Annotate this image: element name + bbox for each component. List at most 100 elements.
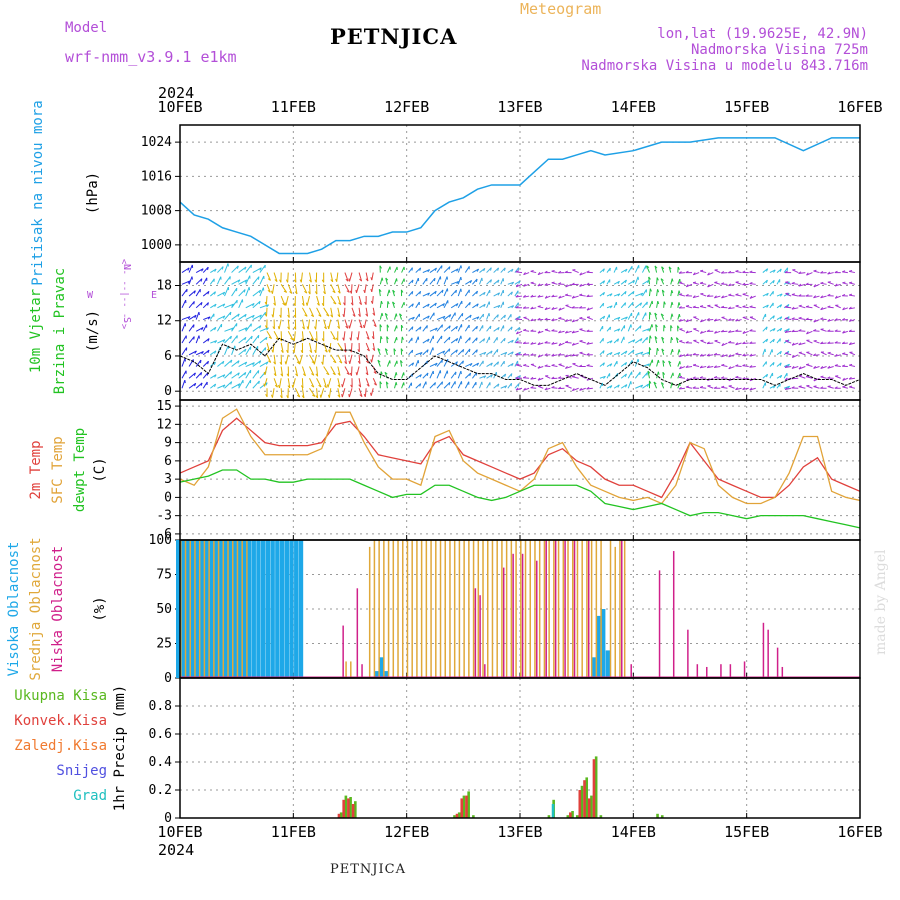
y-tick-label: 75 bbox=[156, 568, 172, 583]
y-tick-label: 0 bbox=[164, 490, 172, 505]
wind-arrow bbox=[500, 337, 506, 344]
wind-arrow bbox=[231, 383, 241, 389]
wind-arrow bbox=[500, 278, 504, 285]
wind-arrow-head bbox=[663, 324, 666, 329]
wind-arrow bbox=[472, 325, 478, 332]
wind-arrow bbox=[634, 325, 642, 332]
wind-arrow-head bbox=[379, 324, 383, 328]
wind-arrow bbox=[224, 286, 229, 297]
wind-arrow bbox=[231, 299, 238, 309]
wind-arrow-head bbox=[609, 305, 613, 309]
wind-arrow bbox=[627, 349, 635, 356]
x-day-label-bottom: 12FEB bbox=[384, 823, 429, 841]
wind-arrow-head bbox=[515, 376, 519, 379]
wind-arrow-head bbox=[221, 266, 224, 270]
precip-total-bar bbox=[472, 815, 475, 818]
wind-arrow-head bbox=[511, 339, 514, 343]
wind-arrow-head bbox=[537, 377, 541, 381]
wind-arrow-head bbox=[497, 383, 500, 387]
wind-arrow bbox=[217, 291, 225, 297]
wind-arrow-head bbox=[476, 303, 479, 307]
wind-arrow-head bbox=[287, 314, 290, 318]
wind-arrow-head bbox=[558, 342, 562, 346]
station-title: PETNJICA bbox=[330, 24, 458, 49]
wind-arrow bbox=[429, 312, 435, 320]
wind-arrow bbox=[386, 266, 391, 273]
wind-arrow bbox=[337, 366, 341, 376]
wind-arrow-head bbox=[395, 382, 398, 386]
wind-arrow-head bbox=[749, 353, 753, 357]
precip-conv-bar bbox=[569, 812, 572, 818]
wind-arrow bbox=[465, 362, 473, 367]
wind-arrow-head bbox=[401, 336, 404, 340]
cloud-high-bar bbox=[591, 657, 596, 678]
wind-arrow-head bbox=[842, 281, 846, 284]
wind-arrow-head bbox=[834, 318, 838, 321]
wind-arrow-head bbox=[617, 293, 621, 297]
wind-arrow-head bbox=[250, 335, 253, 340]
wind-arrow-head bbox=[798, 304, 802, 307]
wind-arrow-head bbox=[515, 270, 519, 273]
wind-arrow-head bbox=[624, 362, 628, 366]
wind-arrow bbox=[479, 291, 486, 297]
wind-arrow-head bbox=[314, 291, 318, 295]
wind-arrow bbox=[571, 376, 579, 379]
wind-arrow bbox=[309, 387, 316, 397]
wind-arrow bbox=[450, 280, 459, 285]
wind-arrow-head bbox=[258, 360, 262, 364]
wind-arrow bbox=[365, 331, 370, 340]
wind-arrow bbox=[479, 338, 485, 344]
wind-arrow-head bbox=[551, 318, 555, 321]
wind-arrow bbox=[806, 376, 813, 379]
precip-total-bar bbox=[585, 777, 589, 818]
precip-total-bar bbox=[594, 756, 598, 818]
wind-arrow bbox=[181, 280, 191, 285]
wind-arrow-head bbox=[515, 340, 519, 344]
wind-arrow-head bbox=[842, 377, 845, 381]
year-label-top: 2024 bbox=[158, 84, 194, 102]
wind-arrow bbox=[579, 387, 586, 391]
x-day-label-bottom: 10FEB bbox=[157, 823, 202, 841]
wind-arrow-head bbox=[456, 268, 459, 272]
wind-arrow bbox=[265, 296, 268, 305]
x-day-label-bottom: 14FEB bbox=[611, 823, 656, 841]
wind-arrow bbox=[306, 295, 310, 306]
wind-arrow-head bbox=[565, 365, 568, 369]
wind-arrow-head bbox=[766, 338, 769, 343]
wind-arrow-head bbox=[558, 386, 562, 390]
signature: made by Angel bbox=[873, 549, 889, 656]
wind-arrow bbox=[486, 301, 490, 309]
legend-frz: Zaledj.Kisa bbox=[14, 738, 107, 754]
wind-arrow bbox=[422, 292, 430, 297]
x-day-label-top: 16FEB bbox=[837, 98, 882, 116]
wind-arrow-head bbox=[346, 372, 350, 376]
wind-arrow bbox=[245, 287, 250, 297]
wind-arrow-head bbox=[685, 385, 689, 388]
wind-arrow bbox=[315, 343, 318, 353]
wind-arrow-head bbox=[337, 314, 341, 318]
wind-arrow-head bbox=[511, 268, 514, 273]
wind-arrow-head bbox=[551, 281, 555, 284]
wind-arrow bbox=[654, 312, 658, 320]
cloud-high-bar bbox=[251, 540, 256, 678]
wind-arrow-head bbox=[657, 300, 660, 305]
wind-arrow-head bbox=[271, 314, 274, 318]
wind-arrow bbox=[349, 272, 353, 282]
wind-arrow-head bbox=[343, 349, 347, 353]
wind-arrow bbox=[287, 378, 291, 389]
wind-arrow-head bbox=[707, 284, 710, 288]
wind-arrow-head bbox=[713, 365, 717, 368]
wind-arrow bbox=[299, 354, 303, 365]
wind-arrow-head bbox=[434, 267, 437, 271]
wind-arrow-head bbox=[244, 361, 248, 365]
wind-arrow bbox=[450, 349, 458, 356]
wind-arrow bbox=[245, 362, 255, 367]
wind-arrow-head bbox=[713, 386, 718, 389]
precip-total-bar bbox=[599, 815, 603, 818]
wind-arrow-head bbox=[268, 336, 272, 340]
wind-arrow-head bbox=[661, 382, 665, 385]
wind-arrow bbox=[565, 385, 572, 389]
wind-arrow-head bbox=[678, 349, 681, 353]
wind-arrow-head bbox=[286, 349, 289, 354]
y-tick-label: -6 bbox=[156, 527, 172, 542]
